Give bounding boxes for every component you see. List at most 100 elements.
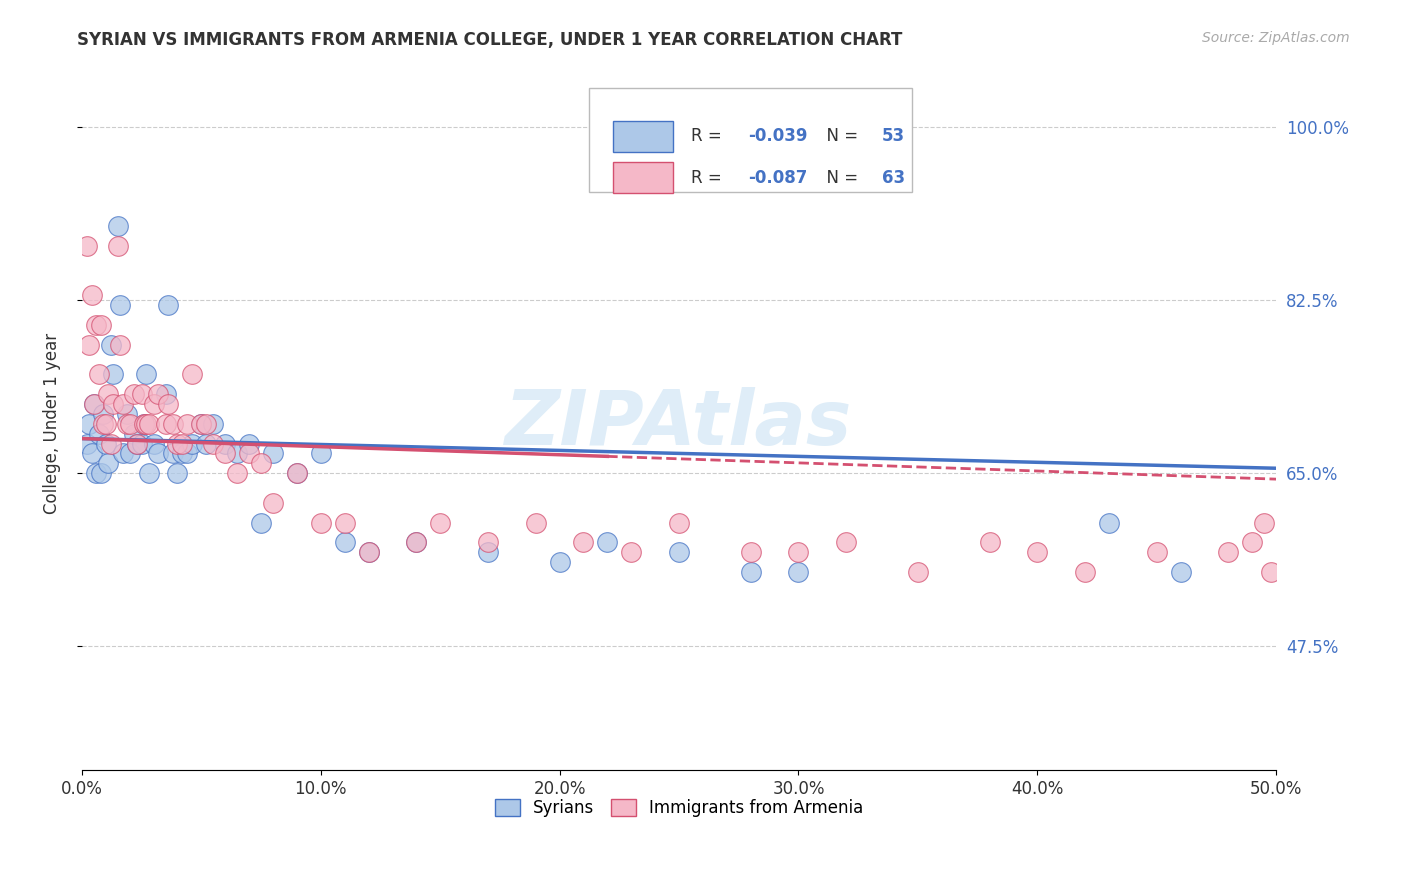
Point — [125, 436, 148, 450]
Point — [309, 516, 332, 530]
Point — [405, 535, 427, 549]
Point — [835, 535, 858, 549]
Point — [172, 446, 194, 460]
Point — [84, 466, 107, 480]
Text: ZIPAtlas: ZIPAtlas — [505, 387, 852, 461]
Text: R =: R = — [690, 169, 727, 186]
Point — [132, 417, 155, 431]
Point — [572, 535, 595, 549]
Point — [214, 446, 236, 460]
Point — [285, 466, 308, 480]
Point — [357, 545, 380, 559]
Point — [94, 417, 117, 431]
Point — [238, 436, 260, 450]
Point — [77, 337, 100, 351]
Point — [142, 397, 165, 411]
Point — [668, 545, 690, 559]
Point — [125, 436, 148, 450]
FancyBboxPatch shape — [613, 162, 673, 194]
Point — [524, 516, 547, 530]
Point — [787, 545, 810, 559]
Point — [1260, 565, 1282, 579]
Point — [1241, 535, 1264, 549]
Point — [740, 565, 762, 579]
Point — [1170, 565, 1192, 579]
Point — [108, 337, 131, 351]
Point — [83, 397, 105, 411]
Point — [100, 436, 122, 450]
Point — [333, 516, 356, 530]
Point — [117, 407, 139, 421]
FancyBboxPatch shape — [589, 87, 912, 192]
Text: N =: N = — [817, 169, 863, 186]
Point — [162, 417, 184, 431]
Point — [142, 436, 165, 450]
Point — [97, 456, 120, 470]
FancyBboxPatch shape — [613, 120, 673, 152]
Point — [979, 535, 1001, 549]
Point — [202, 417, 225, 431]
Point — [162, 446, 184, 460]
Point — [668, 516, 690, 530]
Point — [180, 368, 202, 382]
Point — [87, 426, 110, 441]
Point — [907, 565, 929, 579]
Point — [118, 417, 141, 431]
Text: N =: N = — [817, 128, 863, 145]
Point — [131, 387, 153, 401]
Point — [1146, 545, 1168, 559]
Point — [1026, 545, 1049, 559]
Point — [155, 417, 177, 431]
Point — [1098, 516, 1121, 530]
Point — [124, 426, 146, 441]
Point — [117, 417, 139, 431]
Point — [156, 397, 179, 411]
Point — [155, 387, 177, 401]
Point — [285, 466, 308, 480]
Point — [111, 397, 134, 411]
Point — [429, 516, 451, 530]
Point — [148, 446, 170, 460]
Point — [309, 446, 332, 460]
Text: SYRIAN VS IMMIGRANTS FROM ARMENIA COLLEGE, UNDER 1 YEAR CORRELATION CHART: SYRIAN VS IMMIGRANTS FROM ARMENIA COLLEG… — [77, 31, 903, 49]
Text: 63: 63 — [882, 169, 905, 186]
Point — [180, 436, 202, 450]
Point — [94, 436, 117, 450]
Point — [596, 535, 619, 549]
Point — [76, 238, 98, 252]
Point — [238, 446, 260, 460]
Point — [620, 545, 643, 559]
Text: Source: ZipAtlas.com: Source: ZipAtlas.com — [1202, 31, 1350, 45]
Point — [138, 466, 160, 480]
Point — [90, 466, 112, 480]
Text: -0.039: -0.039 — [748, 128, 808, 145]
Point — [333, 535, 356, 549]
Point — [107, 219, 129, 233]
Text: R =: R = — [690, 128, 727, 145]
Text: -0.087: -0.087 — [748, 169, 807, 186]
Point — [76, 436, 98, 450]
Point — [84, 318, 107, 332]
Point — [132, 417, 155, 431]
Point — [1218, 545, 1240, 559]
Point — [107, 238, 129, 252]
Point — [156, 298, 179, 312]
Point — [262, 446, 284, 460]
Point — [93, 417, 115, 431]
Point — [111, 446, 134, 460]
Point — [195, 417, 218, 431]
Point — [166, 436, 188, 450]
Y-axis label: College, Under 1 year: College, Under 1 year — [44, 333, 60, 515]
Point — [83, 397, 105, 411]
Point — [93, 407, 115, 421]
Point — [172, 436, 194, 450]
Point — [1253, 516, 1275, 530]
Point — [101, 397, 124, 411]
Point — [80, 288, 103, 302]
Point — [262, 496, 284, 510]
Point — [135, 368, 157, 382]
Point — [100, 337, 122, 351]
Point — [190, 417, 212, 431]
Point — [250, 516, 273, 530]
Point — [405, 535, 427, 549]
